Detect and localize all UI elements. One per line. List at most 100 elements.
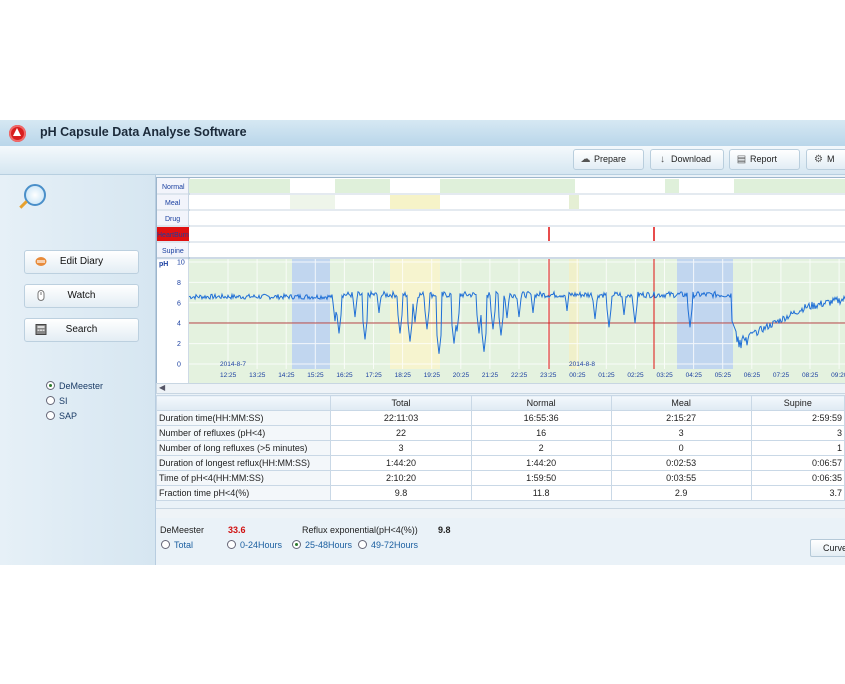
track-label-meal: Meal (165, 200, 181, 207)
cell: 0:06:57 (750, 455, 845, 471)
reflux-exponential-label: Reflux exponential(pH<4(%)) (302, 525, 418, 535)
cell: 3 (750, 425, 845, 441)
app-logo-icon (9, 125, 26, 142)
left-panel: Edit Diary Watch Search DeMeester SI SAP (0, 175, 156, 565)
settings-gear-icon: ⚙ (814, 154, 823, 165)
cell: 0 (610, 440, 752, 456)
y-ticks: 10 8 6 4 2 0 (177, 260, 185, 369)
cell: 0:03:55 (610, 470, 752, 486)
cell: 2:10:20 (330, 470, 472, 486)
range-25-48-radio[interactable]: 25-48Hours (292, 540, 352, 550)
range-0-24-radio[interactable]: 0-24Hours (227, 540, 282, 550)
cell: 3 (610, 425, 752, 441)
x-tick-label: 16:25 (336, 372, 353, 379)
radio-icon (161, 540, 170, 549)
cell: 9.8 (330, 485, 472, 501)
edit-diary-icon (35, 257, 47, 266)
report-icon: ▤ (736, 154, 747, 165)
x-tick-label: 14:25 (278, 372, 295, 379)
watch-icon (37, 290, 45, 301)
table-row: Fraction time pH<4(%) 9.8 11.8 2.9 3.7 (155, 485, 845, 501)
search-button[interactable]: Search (24, 318, 139, 342)
y-tick-label: 8 (177, 280, 181, 287)
ph-chart-svg: Normal Meal Drug HeartBurn Supine pH 10 8… (157, 178, 845, 383)
prepare-icon: ☁ (580, 154, 591, 165)
table-row: Number of refluxes (pH<4) 22 16 3 3 (155, 425, 845, 441)
ph-curve (188, 289, 845, 354)
x-tick-label: 01:25 (598, 372, 615, 379)
cell: 22:11:03 (330, 410, 472, 426)
x-tick-label: 17:25 (366, 372, 383, 379)
y-axis-label: pH (159, 261, 168, 268)
table-header (155, 395, 332, 411)
method-si-radio[interactable]: SI (46, 396, 68, 406)
method-sap-radio[interactable]: SAP (46, 411, 77, 421)
cell: 1:59:50 (470, 470, 612, 486)
report-button[interactable]: ▤ Report (729, 149, 800, 170)
row-label: Fraction time pH<4(%) (155, 485, 332, 501)
table-row: Duration of longest reflux(HH:MM:SS) 1:44… (155, 455, 845, 471)
radio-icon (46, 411, 55, 420)
download-button[interactable]: ↓ Download (650, 149, 724, 170)
scroll-left-icon[interactable]: ◀ (159, 383, 166, 392)
track-label-heartburn: HeartBurn (157, 232, 189, 239)
x-tick-label: 23:25 (540, 372, 557, 379)
prepare-button[interactable]: ☁ Prepare (573, 149, 644, 170)
x-tick-label: 13:25 (249, 372, 266, 379)
table-row: Duration time(HH:MM:SS) 22:11:03 16:55:36 2… (155, 410, 845, 426)
download-icon: ↓ (660, 154, 665, 165)
cell: 16 (470, 425, 612, 441)
x-ticks: 12:25 13:25 14:25 15:25 16:25 17:25 18:25 19:25… (220, 372, 845, 379)
y-tick-label: 0 (177, 362, 181, 369)
demeester-label: DeMeester (160, 525, 205, 535)
x-tick-label: 22:25 (511, 372, 528, 379)
x-tick-label: 15:25 (307, 372, 324, 379)
table-header: Total (330, 395, 472, 411)
cell: 16:55:36 (470, 410, 612, 426)
row-label: Duration time(HH:MM:SS) (155, 410, 332, 426)
table-header: Meal (610, 395, 752, 411)
x-tick-label: 08:25 (802, 372, 819, 379)
app-window: pH Capsule Data Analyse Software ☁ Prepar… (0, 120, 845, 565)
row-label: Time of pH<4(HH:MM:SS) (155, 470, 332, 486)
magnifier-icon (24, 184, 46, 206)
x-tick-label: 06:25 (744, 372, 761, 379)
x-tick-label: 07:25 (773, 372, 790, 379)
table-header-row: Total Normal Meal Supine (155, 395, 845, 411)
chart-scrollbar[interactable]: ◀ (156, 383, 845, 394)
x-tick-label: 19:25 (424, 372, 441, 379)
table-scrollbar[interactable] (156, 508, 845, 518)
cell: 1 (750, 440, 845, 456)
track-label-supine: Supine (162, 248, 184, 255)
row-label: Number of long refluxes (>5 minutes) (155, 440, 332, 456)
settings-button[interactable]: ⚙ M (806, 149, 845, 170)
row-label: Number of refluxes (pH<4) (155, 425, 332, 441)
range-total-radio[interactable]: Total (161, 540, 193, 550)
x-tick-label: 05:25 (715, 372, 732, 379)
search-calculator-icon (35, 324, 47, 335)
row-label: Duration of longest reflux(HH:MM:SS) (155, 455, 332, 471)
y-tick-label: 10 (177, 260, 185, 267)
range-49-72-radio[interactable]: 49-72Hours (358, 540, 418, 550)
cell: 1:44:20 (470, 455, 612, 471)
reflux-exponential-value: 9.8 (438, 525, 451, 535)
cell: 0:06:35 (750, 470, 845, 486)
cell: 11.8 (470, 485, 612, 501)
table-header: Normal (470, 395, 612, 411)
toolbar: ☁ Prepare ↓ Download ▤ Report ⚙ M (0, 146, 845, 175)
watch-button[interactable]: Watch (24, 284, 139, 308)
title-bar: pH Capsule Data Analyse Software (0, 120, 845, 146)
cell: 3.7 (750, 485, 845, 501)
x-tick-label: 03:25 (657, 372, 674, 379)
edit-diary-button[interactable]: Edit Diary (24, 250, 139, 274)
curve-button[interactable]: Curve (810, 539, 845, 557)
x-tick-label: 18:25 (395, 372, 412, 379)
x-tick-label: 21:25 (482, 372, 499, 379)
demeester-value: 33.6 (228, 525, 246, 535)
ph-chart[interactable]: Normal Meal Drug HeartBurn Supine pH 10 8… (156, 177, 845, 384)
method-demeester-radio[interactable]: DeMeester (46, 381, 103, 391)
date-label-day1: 2014-8-7 (220, 361, 246, 368)
event-tracks (157, 178, 845, 383)
cell: 3 (330, 440, 472, 456)
x-tick-label: 04:25 (686, 372, 703, 379)
